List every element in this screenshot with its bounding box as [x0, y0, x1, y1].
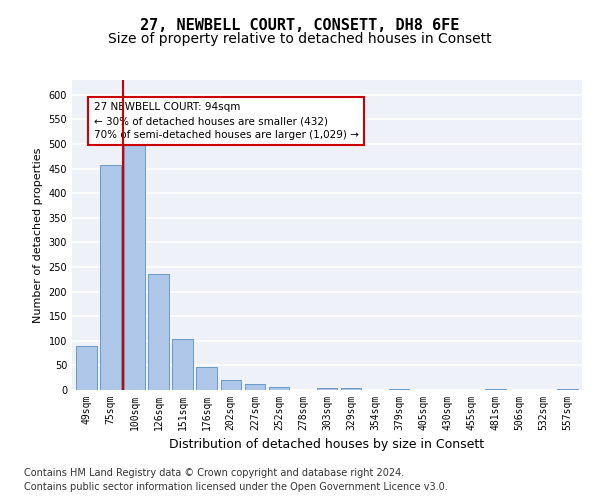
Bar — [172, 340, 193, 390]
Text: Contains public sector information licensed under the Open Government Licence v3: Contains public sector information licen… — [24, 482, 448, 492]
Bar — [317, 388, 337, 390]
Text: Contains HM Land Registry data © Crown copyright and database right 2024.: Contains HM Land Registry data © Crown c… — [24, 468, 404, 477]
Bar — [76, 346, 97, 390]
Bar — [148, 274, 169, 390]
Bar — [245, 384, 265, 390]
Bar — [485, 388, 506, 390]
Bar — [269, 387, 289, 390]
X-axis label: Distribution of detached houses by size in Consett: Distribution of detached houses by size … — [169, 438, 485, 452]
Text: 27, NEWBELL COURT, CONSETT, DH8 6FE: 27, NEWBELL COURT, CONSETT, DH8 6FE — [140, 18, 460, 32]
Text: Size of property relative to detached houses in Consett: Size of property relative to detached ho… — [108, 32, 492, 46]
Bar — [124, 144, 145, 390]
Y-axis label: Number of detached properties: Number of detached properties — [33, 148, 43, 322]
Bar — [557, 388, 578, 390]
Bar — [100, 165, 121, 390]
Bar — [389, 388, 409, 390]
Text: 27 NEWBELL COURT: 94sqm
← 30% of detached houses are smaller (432)
70% of semi-d: 27 NEWBELL COURT: 94sqm ← 30% of detache… — [94, 102, 359, 140]
Bar — [196, 367, 217, 390]
Bar — [341, 388, 361, 390]
Bar — [221, 380, 241, 390]
